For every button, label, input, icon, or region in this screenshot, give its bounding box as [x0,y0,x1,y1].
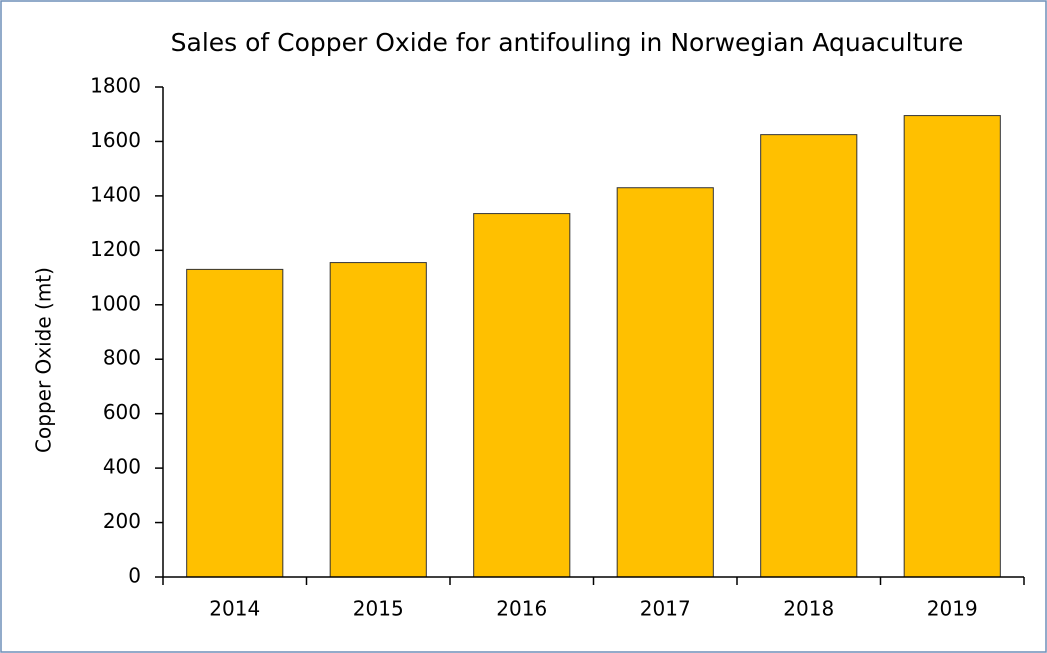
x-tick-label: 2017 [640,597,691,621]
chart-title: Sales of Copper Oxide for antifouling in… [171,28,964,57]
x-tick-label: 2014 [209,597,260,621]
y-axis-label: Copper Oxide (mt) [32,267,56,453]
y-tick-label: 600 [103,400,141,424]
y-tick-label: 200 [103,509,141,533]
bar [616,187,714,578]
y-tick-label: 1200 [90,237,141,261]
y-tick-label: 800 [103,346,141,370]
x-tick-label: 2016 [496,597,547,621]
bar [186,268,284,578]
y-tick-label: 1000 [90,291,141,315]
x-tick-label: 2019 [927,597,978,621]
x-tick-label: 2018 [783,597,834,621]
x-tick-label: 2015 [353,597,404,621]
y-tick-label: 0 [128,564,141,588]
bar [329,262,427,578]
y-tick-label: 1400 [90,182,141,206]
bar [760,134,858,578]
y-tick-label: 400 [103,455,141,479]
bar [473,213,571,578]
y-tick-label: 1600 [90,128,141,152]
y-tick-label: 1800 [90,74,141,98]
bar [903,115,1001,578]
